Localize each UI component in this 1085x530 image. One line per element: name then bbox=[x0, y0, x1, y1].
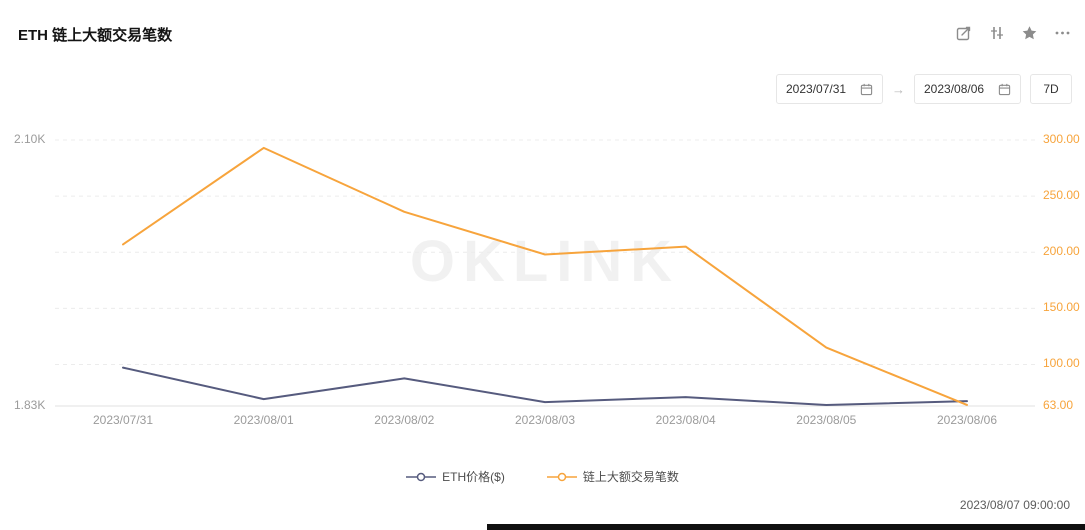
legend-label: 链上大额交易笔数 bbox=[582, 470, 679, 484]
left-axis-tick: 2.10K bbox=[14, 132, 46, 146]
start-date-value: 2023/07/31 bbox=[786, 82, 847, 96]
share-edit-icon[interactable] bbox=[955, 24, 972, 41]
favorite-star-icon[interactable] bbox=[1021, 24, 1038, 41]
legend-item[interactable]: 链上大额交易笔数 bbox=[546, 468, 679, 485]
chart-canvas[interactable] bbox=[55, 128, 1035, 448]
left-axis-tick: 1.83K bbox=[14, 398, 46, 412]
date-filter-row: 2023/07/31 → 2023/08/06 7D bbox=[776, 74, 1072, 104]
data-timestamp: 2023/08/07 09:00:00 bbox=[959, 498, 1070, 512]
end-date-picker[interactable]: 2023/08/06 bbox=[914, 74, 1021, 104]
more-icon[interactable] bbox=[1054, 24, 1071, 41]
toolbar bbox=[955, 24, 1071, 41]
chart-area: OKLINK 2023/07/31 2023/08/01 2023/08/02 202… bbox=[55, 128, 1035, 448]
right-axis-tick: 100.00 bbox=[1043, 356, 1080, 371]
right-axis-tick: 150.00 bbox=[1043, 300, 1080, 315]
start-date-picker[interactable]: 2023/07/31 bbox=[776, 74, 883, 104]
right-axis-tick: 63.00 bbox=[1043, 398, 1074, 412]
right-axis-tick: 200.00 bbox=[1043, 244, 1080, 259]
date-range-arrow: → bbox=[892, 81, 905, 97]
legend-item[interactable]: ETH价格($) bbox=[406, 468, 505, 485]
legend: ETH价格($) 链上大额交易笔数 bbox=[0, 468, 1085, 485]
right-axis-tick: 300.00 bbox=[1043, 132, 1080, 146]
calendar-icon bbox=[997, 82, 1011, 96]
page-title: ETH 链上大额交易笔数 bbox=[18, 27, 173, 44]
bottom-edge-bar bbox=[487, 524, 1085, 530]
legend-marker-icon bbox=[406, 472, 437, 481]
range-selector-button[interactable]: 7D bbox=[1030, 74, 1072, 104]
calendar-icon bbox=[859, 82, 873, 96]
legend-marker-icon bbox=[546, 472, 577, 481]
left-axis-labels: 2.10K 1.83K bbox=[14, 128, 54, 420]
chart-type-icon[interactable] bbox=[988, 24, 1005, 41]
end-date-value: 2023/08/06 bbox=[924, 82, 985, 96]
right-axis-labels: 300.00 250.00 200.00 150.00 100.00 63.00 bbox=[1043, 128, 1085, 420]
right-axis-tick: 250.00 bbox=[1043, 188, 1080, 203]
legend-label: ETH价格($) bbox=[442, 470, 505, 484]
